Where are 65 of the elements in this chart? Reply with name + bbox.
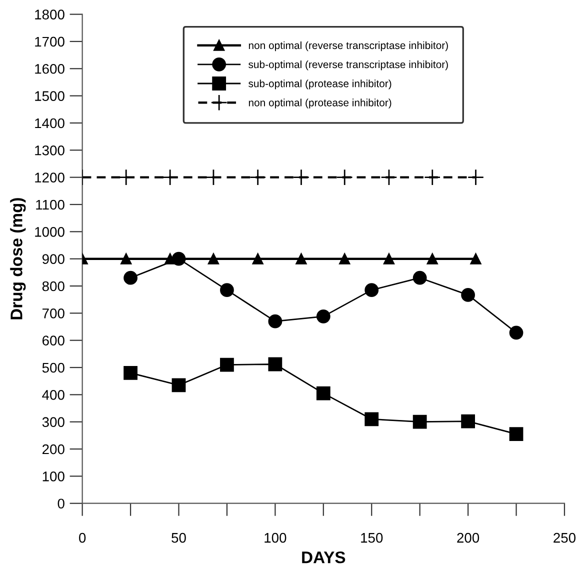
y-tick-label: 1100 [36,200,64,210]
point [509,326,524,340]
point [383,253,395,264]
y-tick-label: 1500 [35,91,64,101]
point [220,283,234,298]
point [412,270,427,285]
y-tick-label: 1200 [35,172,64,182]
point [220,358,234,372]
point [364,283,379,298]
x-tick-label: 250 [554,532,576,543]
legend-label: non optimal (reverse transcriptase inhibitor) [248,41,448,52]
point [268,357,282,372]
y-tick-label: 1300 [35,145,64,156]
point [364,412,379,426]
point [296,253,307,264]
y-tick-label: 600 [42,336,64,346]
point [426,253,438,264]
legend-label: sub-optimal (reverse transcriptase inhibitor) [248,60,448,70]
y-tick-label: 700 [42,308,64,318]
x-axis-title: DAYS [302,551,346,564]
point [205,168,222,186]
point [162,168,178,186]
point [461,414,475,428]
legend-label: sub-optimal (protease inhibitor) [248,80,392,90]
point [316,386,330,400]
point [336,168,353,186]
point [252,253,264,264]
legend-label: non optimal (protease inhibitor) [248,98,392,108]
y-axis-title: Drug dose (mg) [10,198,26,320]
y-tick-label: 400 [42,390,64,400]
point [412,414,427,429]
y-tick-label: 200 [42,444,64,454]
y-tick-label: 900 [42,254,64,264]
x-tick-label: 0 [79,532,86,543]
y-tick-label: 1400 [35,118,64,128]
y-tick-label: 1800 [35,10,64,20]
point [509,427,524,442]
y-tick-label: 500 [42,362,64,373]
point [124,366,138,380]
point [467,168,484,186]
x-tick-label: 200 [457,532,480,543]
y-tick-label: 300 [42,417,64,428]
x-tick-label: 50 [172,532,186,543]
point [424,168,441,186]
x-tick-label: 100 [264,532,286,543]
point [124,270,138,285]
x-tick-label: 150 [361,532,383,543]
y-tick-label: 0 [58,498,64,509]
y-tick-label: 1600 [35,64,64,74]
point [461,288,475,302]
point [120,253,132,264]
y-tick-label: 1700 [35,36,64,47]
y-tick-label: 100 [42,472,64,482]
y-tick-label: 800 [42,281,64,292]
y-tick-label: 1000 [35,226,64,237]
point [172,378,186,392]
point [316,309,330,324]
point [470,253,482,264]
point [339,253,350,264]
point [208,253,220,264]
point [268,314,282,328]
point [292,168,310,186]
point [380,168,398,186]
point [249,168,266,186]
point [172,252,186,266]
